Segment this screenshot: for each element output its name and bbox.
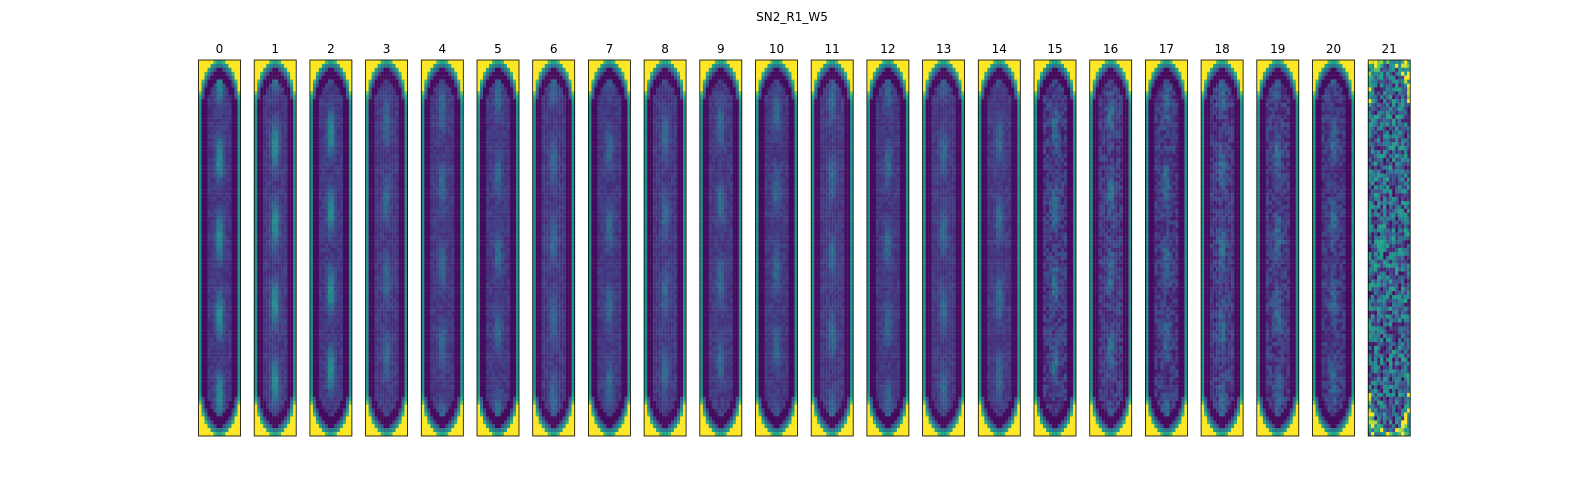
panel-11: 11 — [811, 42, 853, 436]
panel-18: 18 — [1201, 42, 1243, 436]
panel-8: 8 — [644, 42, 686, 436]
panel-4: 4 — [421, 42, 463, 436]
panel-13: 13 — [923, 42, 965, 436]
panel-16: 16 — [1090, 42, 1132, 436]
figure-title: SN2_R1_W5 — [756, 10, 828, 24]
panel-19: 19 — [1257, 42, 1299, 436]
panel-label: 20 — [1326, 42, 1341, 56]
panel-label: 11 — [825, 42, 840, 56]
panel-label: 0 — [216, 42, 224, 56]
panel-9: 9 — [700, 42, 742, 436]
panel-0: 0 — [199, 42, 241, 436]
panel-15: 15 — [1034, 42, 1076, 436]
panel-1: 1 — [254, 42, 296, 436]
panel-label: 5 — [494, 42, 502, 56]
panel-7: 7 — [588, 42, 630, 436]
panel-3: 3 — [366, 42, 408, 436]
panel-label: 10 — [769, 42, 784, 56]
panel-2: 2 — [310, 42, 352, 436]
panel-label: 8 — [661, 42, 669, 56]
panel-label: 14 — [992, 42, 1007, 56]
panel-label: 7 — [606, 42, 614, 56]
panel-label: 6 — [550, 42, 558, 56]
panel-label: 15 — [1047, 42, 1062, 56]
panel-label: 13 — [936, 42, 951, 56]
panel-label: 18 — [1214, 42, 1229, 56]
panel-label: 12 — [880, 42, 895, 56]
panel-12: 12 — [867, 42, 909, 436]
panel-label: 2 — [327, 42, 335, 56]
panel-17: 17 — [1145, 42, 1187, 436]
panel-label: 16 — [1103, 42, 1118, 56]
panel-14: 14 — [978, 42, 1020, 436]
panel-label: 19 — [1270, 42, 1285, 56]
panel-6: 6 — [533, 42, 575, 436]
panel-label: 17 — [1159, 42, 1174, 56]
panel-10: 10 — [756, 42, 798, 436]
panel-label: 3 — [383, 42, 391, 56]
panel-grid: 0 1 2 3 4 5 6 7 8 9 10 11 12 13 14 15 16 17 18 19 20 21 — [199, 42, 1411, 436]
panel-20: 20 — [1313, 42, 1355, 436]
panel-5: 5 — [477, 42, 519, 436]
panel-21: 21 — [1368, 42, 1410, 436]
panel-label: 21 — [1382, 42, 1397, 56]
panel-label: 9 — [717, 42, 725, 56]
panel-label: 4 — [438, 42, 446, 56]
panel-label: 1 — [271, 42, 279, 56]
